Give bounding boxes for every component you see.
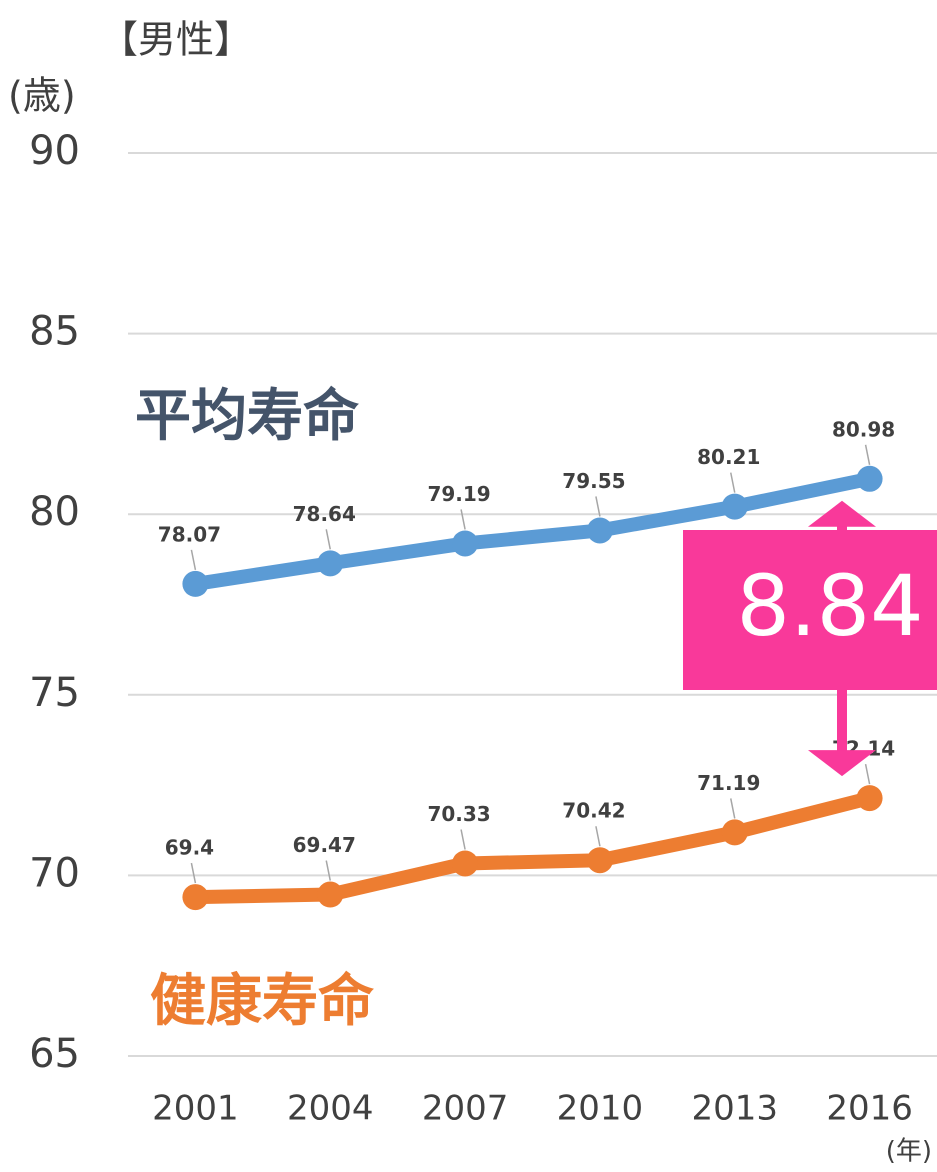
y-tick-label: 85 [29,309,80,355]
point [182,570,209,597]
annotation-text: 8.84 [736,557,923,655]
point [586,517,613,544]
data-label: 69.47 [293,833,356,857]
point [856,785,883,812]
point [317,550,344,577]
leader-line [595,496,601,517]
leader-line [325,860,331,881]
arrow-head [808,500,876,527]
data-label: 78.64 [293,502,356,526]
leader-line [190,549,197,571]
leader-line [730,472,736,493]
data-label: 80.98 [832,417,895,441]
data-label: 79.55 [562,469,625,493]
point [452,850,479,877]
y-tick-label: 65 [29,1031,80,1077]
x-tick-label: 2013 [691,1089,778,1129]
x-tick-label: 2010 [557,1089,644,1129]
x-tick-label: 2007 [422,1089,509,1129]
x-tick-label: 2004 [287,1089,374,1129]
leader-line [864,763,871,785]
data-label: 80.21 [697,445,760,469]
point [586,847,613,874]
point [182,884,209,911]
leader-line [460,829,466,850]
y-tick-label: 70 [29,850,80,896]
point [317,881,344,908]
point [721,819,748,846]
chart-title: 【男性】 [100,18,252,62]
series-name: 平均寿命 [135,384,359,449]
annotation-box [683,530,937,690]
data-label: 70.42 [562,799,625,823]
y-axis-label: (歳) [8,74,76,118]
x-axis-label: (年) [886,1137,932,1167]
data-label: 79.19 [427,482,490,506]
x-tick-label: 2001 [152,1089,239,1129]
y-tick-label: 90 [29,128,80,174]
leader-line [864,444,871,465]
series-name: 健康寿命 [150,969,374,1034]
leader-line [325,529,331,550]
data-label: 70.33 [427,802,490,826]
y-tick-label: 80 [29,489,80,535]
y-tick-label: 75 [29,670,80,716]
leader-line [190,862,197,884]
series-line [195,791,872,905]
series-line [194,471,871,591]
leader-line [595,826,601,847]
point [856,465,883,492]
point [452,530,479,557]
x-tick-label: 2016 [826,1089,913,1129]
point [721,493,748,520]
arrow-head [808,750,876,777]
leader-line [730,798,736,819]
data-label: 71.19 [697,771,760,795]
data-label: 69.4 [165,836,214,860]
data-label: 78.07 [158,522,221,546]
leader-line [460,509,466,530]
